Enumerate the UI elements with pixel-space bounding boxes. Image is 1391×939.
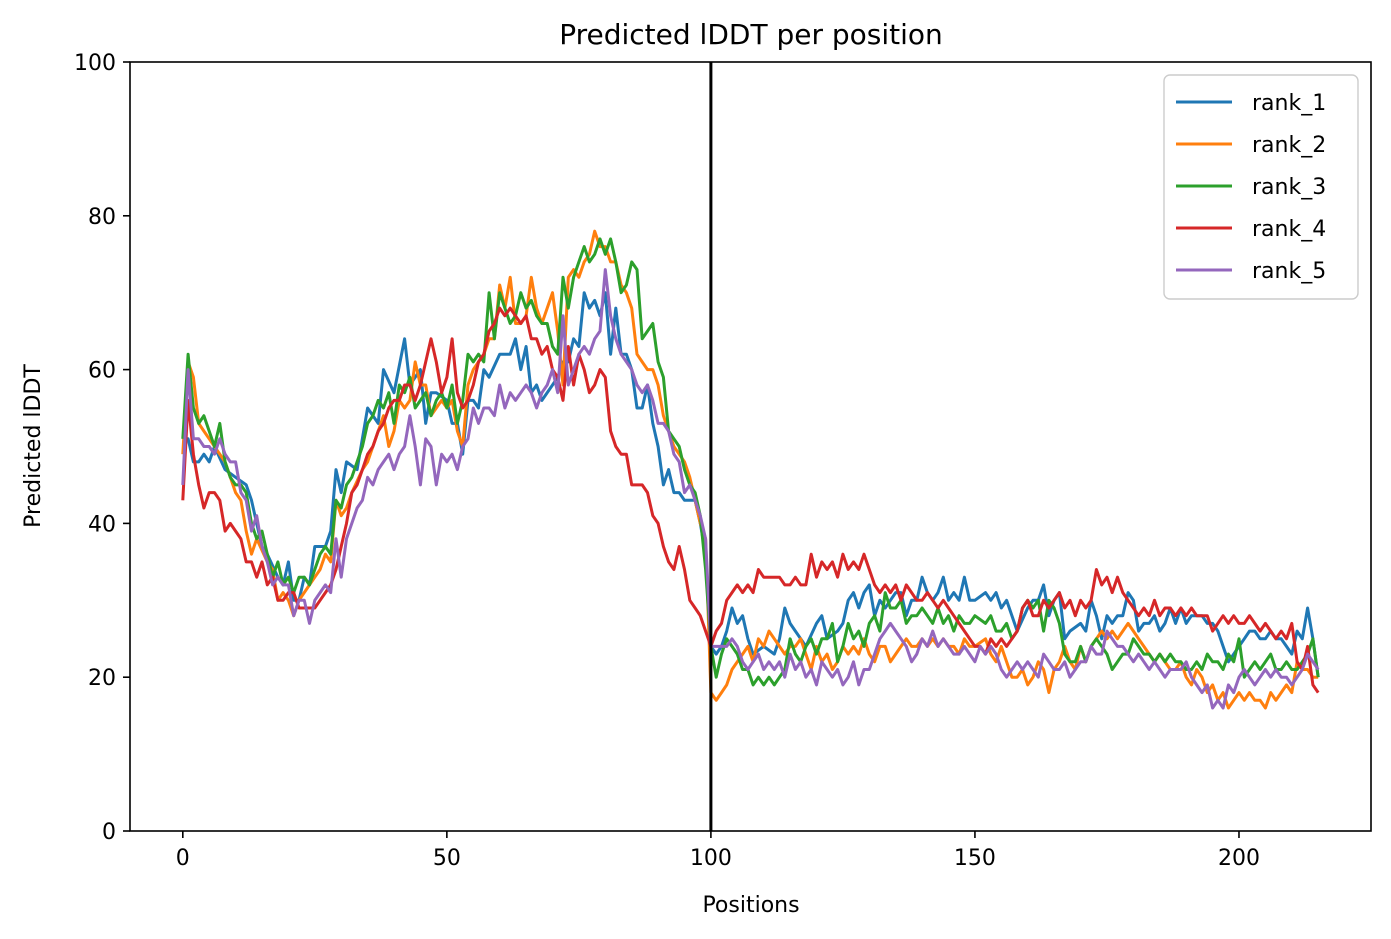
- series-lines: [181, 229, 1320, 710]
- series-line-rank-5: [181, 268, 1320, 710]
- legend-item: rank_1: [1176, 91, 1326, 116]
- series-line-rank-1: [182, 291, 1320, 678]
- x-axis-label: Positions: [702, 893, 799, 918]
- legend-label: rank_3: [1252, 175, 1326, 200]
- legend-label: rank_2: [1252, 133, 1326, 158]
- chart-title: Predicted lDDT per position: [559, 18, 943, 51]
- y-tick-label: 100: [74, 51, 116, 76]
- legend-item: rank_2: [1176, 133, 1326, 158]
- y-tick-label: 40: [88, 512, 116, 537]
- y-tick-label: 60: [88, 359, 116, 384]
- x-tick-label: 200: [1218, 846, 1260, 871]
- y-axis-label: Predicted lDDT: [21, 364, 46, 528]
- series-line-rank-4: [181, 306, 1320, 694]
- axis-ticks: 0 50 100 150 200 0 20 40 60 80 100: [74, 51, 1260, 871]
- legend-item: rank_3: [1176, 175, 1326, 200]
- legend-item: rank_4: [1176, 217, 1326, 242]
- y-tick-label: 80: [88, 205, 116, 230]
- series-line-rank-2: [181, 229, 1319, 710]
- legend-item: rank_5: [1176, 259, 1326, 284]
- legend-label: rank_1: [1252, 91, 1326, 116]
- x-tick-label: 50: [433, 846, 461, 871]
- legend-label: rank_5: [1252, 259, 1326, 284]
- y-tick-label: 20: [88, 666, 116, 691]
- y-tick-label: 0: [102, 820, 116, 845]
- legend: rank_1 rank_2 rank_3 rank_4 rank_5: [1163, 74, 1359, 300]
- legend-box: [1163, 74, 1359, 300]
- x-tick-label: 0: [176, 846, 190, 871]
- plot-area-frame: [129, 61, 1372, 832]
- x-tick-label: 100: [690, 846, 732, 871]
- x-tick-label: 150: [954, 846, 996, 871]
- legend-label: rank_4: [1252, 217, 1326, 242]
